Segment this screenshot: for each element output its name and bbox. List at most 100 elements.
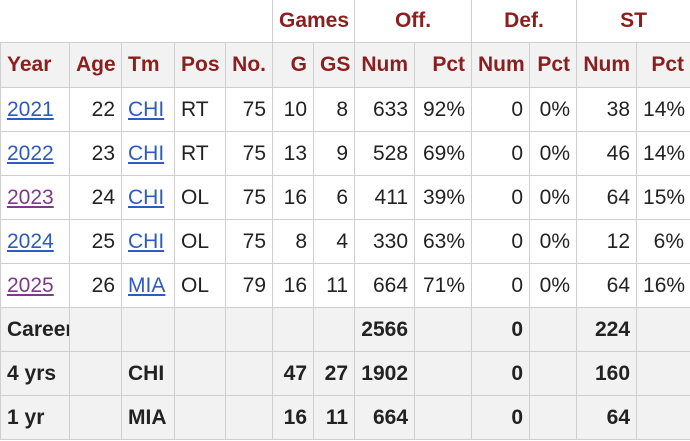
col-header-year[interactable]: Year xyxy=(0,42,70,88)
year-link[interactable]: 2022 xyxy=(7,141,54,165)
col-header-games[interactable]: G xyxy=(272,42,314,88)
off-num-cell: 411 xyxy=(354,175,416,220)
summary-st-num: 64 xyxy=(576,395,638,440)
games-cell: 8 xyxy=(272,219,314,264)
team-cell[interactable]: CHI xyxy=(121,219,175,264)
games-cell: 16 xyxy=(272,263,314,308)
age-cell: 23 xyxy=(69,131,122,176)
number-cell: 75 xyxy=(225,175,273,220)
summary-label: Career xyxy=(0,307,70,352)
team-cell[interactable]: CHI xyxy=(121,175,175,220)
games-started-cell: 9 xyxy=(312,131,356,176)
summary-empty-cell xyxy=(529,307,578,352)
col-header-def-num[interactable]: Num xyxy=(471,42,531,88)
summary-empty-cell xyxy=(174,307,226,352)
st-pct-cell: 15% xyxy=(636,175,690,220)
def-pct-cell: 0% xyxy=(529,263,578,308)
st-num-cell: 38 xyxy=(576,87,638,132)
col-header-age[interactable]: Age xyxy=(69,42,122,88)
summary-empty-cell xyxy=(69,395,122,440)
team-cell[interactable]: CHI xyxy=(121,131,175,176)
year-cell[interactable]: 2023 xyxy=(0,175,70,220)
def-num-cell: 0 xyxy=(471,175,531,220)
col-header-games-started[interactable]: GS xyxy=(312,42,356,88)
st-pct-cell: 14% xyxy=(636,131,690,176)
team-link[interactable]: CHI xyxy=(128,229,165,253)
summary-row-mia: 1 yr MIA 16 11 664 0 64 xyxy=(0,395,690,440)
number-cell: 79 xyxy=(225,263,273,308)
summary-games-started xyxy=(312,307,356,352)
summary-empty-cell xyxy=(225,307,273,352)
summary-empty-cell xyxy=(636,395,690,440)
table-row: 2025 26 MIA OL 79 16 11 664 71% 0 0% 64 … xyxy=(0,263,690,308)
summary-label: 1 yr xyxy=(0,395,70,440)
summary-off-num: 664 xyxy=(354,395,416,440)
summary-label: 4 yrs xyxy=(0,351,70,396)
summary-empty-cell xyxy=(636,351,690,396)
summary-games xyxy=(272,307,314,352)
games-started-cell: 4 xyxy=(312,219,356,264)
age-cell: 22 xyxy=(69,87,122,132)
team-link[interactable]: CHI xyxy=(128,185,165,209)
team-link[interactable]: CHI xyxy=(128,141,165,165)
col-header-number[interactable]: No. xyxy=(225,42,273,88)
year-link[interactable]: 2021 xyxy=(7,97,54,121)
col-header-position[interactable]: Pos xyxy=(174,42,226,88)
off-pct-cell: 39% xyxy=(414,175,473,220)
summary-def-num: 0 xyxy=(471,395,531,440)
team-link[interactable]: CHI xyxy=(128,97,165,121)
st-num-cell: 46 xyxy=(576,131,638,176)
summary-empty-cell xyxy=(225,351,273,396)
over-header-row: Games Off. Def. ST xyxy=(0,0,690,43)
year-cell[interactable]: 2022 xyxy=(0,131,70,176)
year-link[interactable]: 2023 xyxy=(7,185,54,209)
col-header-off-num[interactable]: Num xyxy=(354,42,416,88)
summary-off-num: 2566 xyxy=(354,307,416,352)
summary-st-num: 160 xyxy=(576,351,638,396)
def-num-cell: 0 xyxy=(471,263,531,308)
year-link[interactable]: 2025 xyxy=(7,273,54,297)
number-cell: 75 xyxy=(225,87,273,132)
summary-def-num: 0 xyxy=(471,307,531,352)
col-header-off-pct[interactable]: Pct xyxy=(414,42,473,88)
year-cell[interactable]: 2021 xyxy=(0,87,70,132)
col-header-def-pct[interactable]: Pct xyxy=(529,42,578,88)
off-num-cell: 528 xyxy=(354,131,416,176)
st-num-cell: 64 xyxy=(576,263,638,308)
summary-row-chi: 4 yrs CHI 47 27 1902 0 160 xyxy=(0,351,690,396)
col-header-st-num[interactable]: Num xyxy=(576,42,638,88)
games-cell: 13 xyxy=(272,131,314,176)
summary-empty-cell xyxy=(414,307,473,352)
col-header-team[interactable]: Tm xyxy=(121,42,175,88)
over-header-blank xyxy=(0,0,273,43)
col-header-st-pct[interactable]: Pct xyxy=(636,42,690,88)
summary-empty-cell xyxy=(414,395,473,440)
team-cell[interactable]: CHI xyxy=(121,87,175,132)
over-header-offense: Off. xyxy=(354,0,473,43)
table-row: 2024 25 CHI OL 75 8 4 330 63% 0 0% 12 6% xyxy=(0,219,690,264)
year-cell[interactable]: 2024 xyxy=(0,219,70,264)
games-cell: 10 xyxy=(272,87,314,132)
summary-empty-cell xyxy=(69,307,122,352)
summary-games-started: 27 xyxy=(312,351,356,396)
age-cell: 24 xyxy=(69,175,122,220)
year-cell[interactable]: 2025 xyxy=(0,263,70,308)
position-cell: OL xyxy=(174,219,226,264)
summary-games: 47 xyxy=(272,351,314,396)
summary-empty-cell xyxy=(414,351,473,396)
position-cell: OL xyxy=(174,263,226,308)
off-pct-cell: 92% xyxy=(414,87,473,132)
st-num-cell: 64 xyxy=(576,175,638,220)
team-link[interactable]: MIA xyxy=(128,273,166,297)
year-link[interactable]: 2024 xyxy=(7,229,54,253)
summary-team: MIA xyxy=(121,395,175,440)
st-pct-cell: 6% xyxy=(636,219,690,264)
st-pct-cell: 14% xyxy=(636,87,690,132)
summary-empty-cell xyxy=(69,351,122,396)
over-header-games: Games xyxy=(271,0,356,43)
off-num-cell: 330 xyxy=(354,219,416,264)
summary-team: CHI xyxy=(121,351,175,396)
team-cell[interactable]: MIA xyxy=(121,263,175,308)
st-num-cell: 12 xyxy=(576,219,638,264)
off-pct-cell: 69% xyxy=(414,131,473,176)
